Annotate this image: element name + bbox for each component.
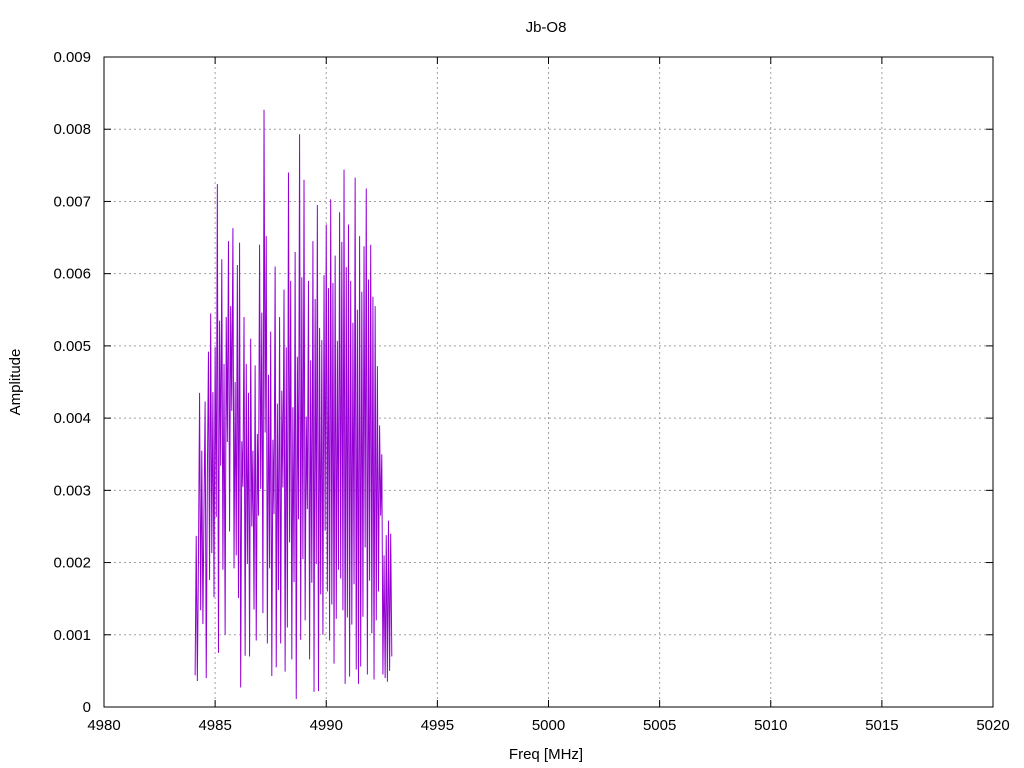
tick-marks bbox=[103, 56, 994, 708]
grid-lines bbox=[104, 57, 993, 707]
y-tick-labels: 0 0.001 0.002 0.003 0.004 0.005 0.006 0.007 0.00… bbox=[53, 49, 91, 716]
y-axis-label: Amplitude bbox=[7, 349, 24, 416]
x-tick-label: 4985 bbox=[198, 717, 231, 734]
y-tick-label: 0.003 bbox=[53, 482, 91, 499]
y-tick-label: 0.002 bbox=[53, 555, 91, 572]
series-layer bbox=[194, 109, 393, 700]
x-tick-label: 4995 bbox=[421, 717, 454, 734]
series-line bbox=[194, 109, 393, 700]
x-tick-label: 5010 bbox=[754, 717, 787, 734]
y-tick-label: 0.005 bbox=[53, 338, 91, 355]
y-tick-label: 0.006 bbox=[53, 266, 91, 283]
x-tick-label: 5000 bbox=[532, 717, 565, 734]
chart-title: Jb-O8 bbox=[526, 19, 567, 36]
y-tick-label: 0.009 bbox=[53, 49, 91, 66]
y-tick-label: 0.001 bbox=[53, 627, 91, 644]
y-tick-label: 0 bbox=[83, 699, 91, 716]
x-tick-label: 4980 bbox=[87, 717, 120, 734]
y-tick-label: 0.008 bbox=[53, 121, 91, 138]
x-tick-label: 5005 bbox=[643, 717, 676, 734]
y-tick-label: 0.004 bbox=[53, 410, 91, 427]
x-tick-label: 5020 bbox=[976, 717, 1009, 734]
x-tick-label: 4990 bbox=[310, 717, 343, 734]
x-tick-label: 5015 bbox=[865, 717, 898, 734]
y-tick-label: 0.007 bbox=[53, 193, 91, 210]
x-axis-label: Freq [MHz] bbox=[509, 746, 583, 763]
x-tick-labels: 4980 4985 4990 4995 5000 5005 5010 5015 5020 bbox=[87, 717, 1009, 734]
